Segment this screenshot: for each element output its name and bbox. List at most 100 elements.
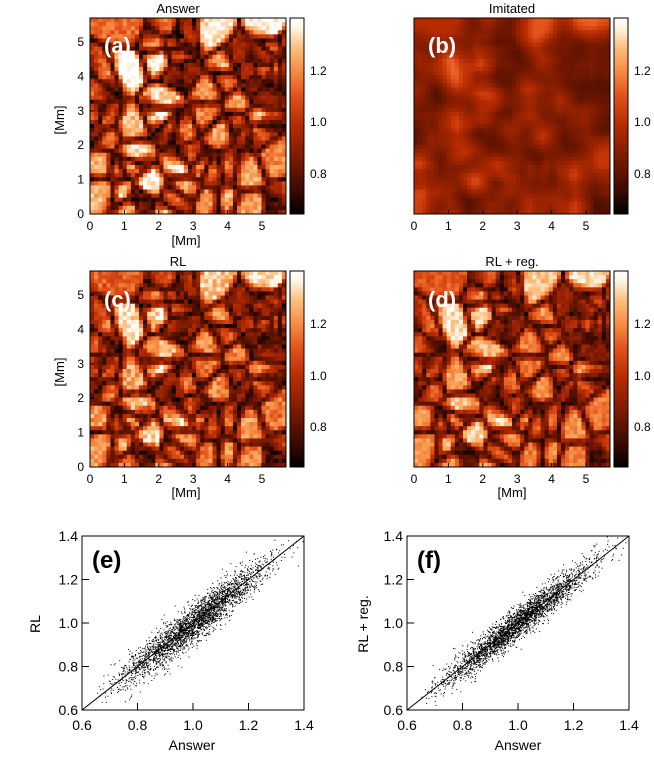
heatmap-cell bbox=[208, 62, 213, 68]
heatmap-cell bbox=[458, 177, 464, 182]
heatmap-cell bbox=[507, 87, 513, 92]
heatmap-cell bbox=[277, 177, 283, 182]
heatmap-cell bbox=[524, 197, 529, 203]
heatmap-cell bbox=[106, 99, 111, 105]
heatmap-cell bbox=[573, 26, 578, 31]
heatmap-cell bbox=[414, 165, 419, 170]
heatmap-cell bbox=[212, 148, 217, 154]
heatmap-cell bbox=[265, 291, 271, 296]
heatmap-cell bbox=[556, 91, 562, 96]
heatmap-cell bbox=[110, 209, 115, 215]
heatmap-cell bbox=[159, 136, 164, 141]
heatmap-cell bbox=[414, 205, 419, 211]
heatmap-cell bbox=[561, 156, 566, 162]
heatmap-cell bbox=[503, 177, 509, 182]
heatmap-cell bbox=[495, 42, 501, 47]
heatmap-cell bbox=[139, 295, 144, 300]
heatmap-cell bbox=[269, 111, 275, 117]
heatmap-cell bbox=[528, 18, 533, 23]
heatmap-cell bbox=[143, 177, 148, 182]
heatmap-cell bbox=[228, 91, 234, 96]
heatmap-cell bbox=[188, 79, 193, 84]
heatmap-cell bbox=[426, 107, 431, 113]
heatmap-cell bbox=[467, 128, 472, 133]
heatmap-cell bbox=[552, 132, 558, 137]
heatmap-cell bbox=[495, 46, 501, 52]
heatmap-cell bbox=[249, 173, 254, 178]
heatmap-cell bbox=[126, 201, 132, 207]
x-tick-label: 4 bbox=[548, 219, 555, 233]
heatmap-cell bbox=[118, 30, 124, 35]
heatmap-cell bbox=[524, 148, 529, 154]
heatmap-cell bbox=[512, 95, 517, 101]
heatmap-cell bbox=[179, 140, 185, 145]
heatmap-cell bbox=[151, 181, 156, 186]
heatmap-cell bbox=[102, 95, 107, 101]
heatmap-cell bbox=[507, 79, 513, 84]
heatmap-cell bbox=[110, 165, 115, 170]
heatmap-cell bbox=[418, 165, 423, 170]
heatmap-cell bbox=[224, 193, 230, 199]
heatmap-cell bbox=[126, 136, 132, 141]
heatmap-cell bbox=[163, 42, 168, 47]
heatmap-cell bbox=[458, 58, 464, 64]
heatmap-cell bbox=[257, 79, 262, 84]
heatmap-cell bbox=[418, 144, 423, 150]
heatmap-cell bbox=[134, 87, 140, 92]
heatmap-cell bbox=[479, 189, 484, 194]
heatmap-cell bbox=[130, 71, 136, 76]
heatmap-cell bbox=[442, 22, 448, 27]
heatmap-cell bbox=[208, 30, 213, 35]
heatmap-cell bbox=[151, 279, 156, 284]
heatmap-cell bbox=[102, 140, 107, 145]
heatmap-cell bbox=[126, 22, 132, 27]
heatmap-cell bbox=[281, 173, 287, 178]
heatmap-cell bbox=[273, 79, 279, 84]
heatmap-cell bbox=[520, 205, 525, 211]
x-tick-label: 5 bbox=[583, 219, 590, 233]
heatmap-cell bbox=[163, 58, 168, 64]
heatmap-cell bbox=[561, 54, 566, 60]
heatmap-cell bbox=[561, 34, 566, 39]
heatmap-cell bbox=[507, 128, 513, 133]
heatmap-cell bbox=[171, 169, 177, 174]
heatmap-cell bbox=[232, 30, 238, 35]
heatmap-cell bbox=[167, 120, 173, 125]
heatmap-cell bbox=[499, 144, 505, 150]
heatmap-cell bbox=[565, 116, 570, 121]
heatmap-cell bbox=[269, 67, 275, 72]
heatmap-cell bbox=[495, 160, 501, 166]
heatmap-cell bbox=[442, 124, 448, 129]
heatmap-cell bbox=[585, 111, 590, 117]
heatmap-cell bbox=[237, 275, 242, 280]
heatmap-cell bbox=[159, 111, 164, 117]
heatmap-cell bbox=[167, 83, 173, 88]
heatmap-cell bbox=[159, 75, 164, 80]
heatmap-cell bbox=[569, 107, 574, 113]
heatmap-cell bbox=[487, 83, 492, 88]
heatmap-cell bbox=[114, 173, 119, 178]
heatmap-cell bbox=[167, 144, 173, 150]
heatmap-cell bbox=[561, 148, 566, 154]
heatmap-cell bbox=[237, 173, 242, 178]
heatmap-cell bbox=[438, 148, 443, 154]
heatmap-cell bbox=[593, 46, 599, 52]
heatmap-cell bbox=[281, 116, 287, 121]
heatmap-cell bbox=[188, 165, 193, 170]
heatmap-cell bbox=[134, 58, 140, 64]
heatmap-cell bbox=[475, 116, 480, 121]
heatmap-cell bbox=[232, 124, 238, 129]
heatmap-cell bbox=[196, 26, 201, 31]
heatmap-cell bbox=[249, 132, 254, 137]
heatmap-cell bbox=[94, 50, 99, 56]
heatmap-cell bbox=[269, 34, 275, 39]
heatmap-cell bbox=[281, 152, 287, 158]
y-tick-label: 1 bbox=[77, 173, 84, 187]
heatmap-cell bbox=[147, 189, 152, 194]
heatmap-cell bbox=[155, 22, 160, 27]
heatmap-cell bbox=[516, 209, 521, 215]
heatmap-cell bbox=[589, 34, 595, 39]
heatmap-cell bbox=[159, 283, 164, 288]
heatmap-cell bbox=[90, 34, 95, 39]
